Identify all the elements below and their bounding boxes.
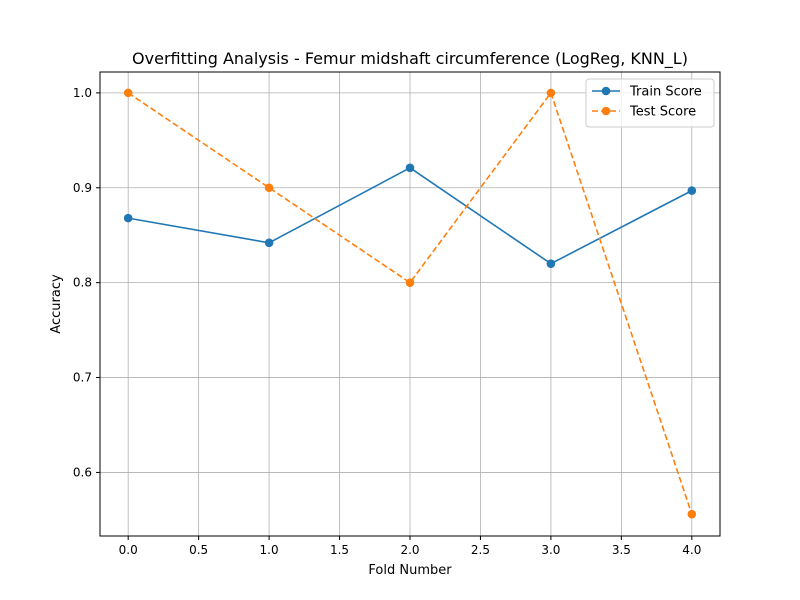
y-tick-label: 0.9 (73, 181, 92, 195)
x-tick-label: 2.5 (471, 543, 490, 557)
train-score-point (405, 163, 415, 173)
test-score-point (546, 88, 556, 98)
test-score-line (127, 92, 693, 515)
chart-title: Overfitting Analysis - Femur midshaft ci… (132, 49, 688, 69)
x-tick-label: 1.5 (330, 543, 349, 557)
train-score-point (687, 186, 697, 195)
axes: 0.0 0.5 1.0 1.5 2.0 2.5 3.0 3.5 4.0 0.6 0.7 0.8 0.9 1… (73, 86, 701, 557)
grid (100, 72, 720, 536)
test-score-point (687, 509, 697, 519)
x-tick-label: 2.0 (400, 543, 419, 557)
legend: Train Score Test Score (585, 78, 715, 128)
x-tick-label: 3.0 (541, 543, 560, 557)
x-tick-label: 0.0 (119, 543, 138, 557)
test-score-point (405, 278, 415, 287)
y-tick-label: 0.7 (73, 371, 92, 385)
legend-test-score-label: Test Score (629, 105, 696, 120)
legend-train-score-label: Train Score (629, 85, 702, 100)
test-score-point (123, 88, 133, 98)
legend-train-score-marker (601, 86, 611, 96)
y-axis-label: Accuracy (49, 274, 64, 334)
x-tick-label: 4.0 (682, 543, 701, 557)
y-tick-label: 0.8 (73, 276, 92, 290)
series-layer (123, 88, 697, 519)
train-score-point (546, 259, 556, 268)
y-tick-label: 0.6 (73, 465, 92, 479)
train-score-point (123, 213, 133, 223)
legend-test-score-marker (601, 106, 611, 116)
x-tick-label: 1.0 (260, 543, 279, 557)
x-axis-label: Fold Number (368, 563, 452, 578)
x-tick-label: 0.5 (189, 543, 208, 557)
y-tick-label: 1.0 (73, 86, 92, 100)
test-score-point (264, 183, 274, 193)
train-score-point (264, 238, 274, 248)
x-tick-label: 3.5 (612, 543, 631, 557)
